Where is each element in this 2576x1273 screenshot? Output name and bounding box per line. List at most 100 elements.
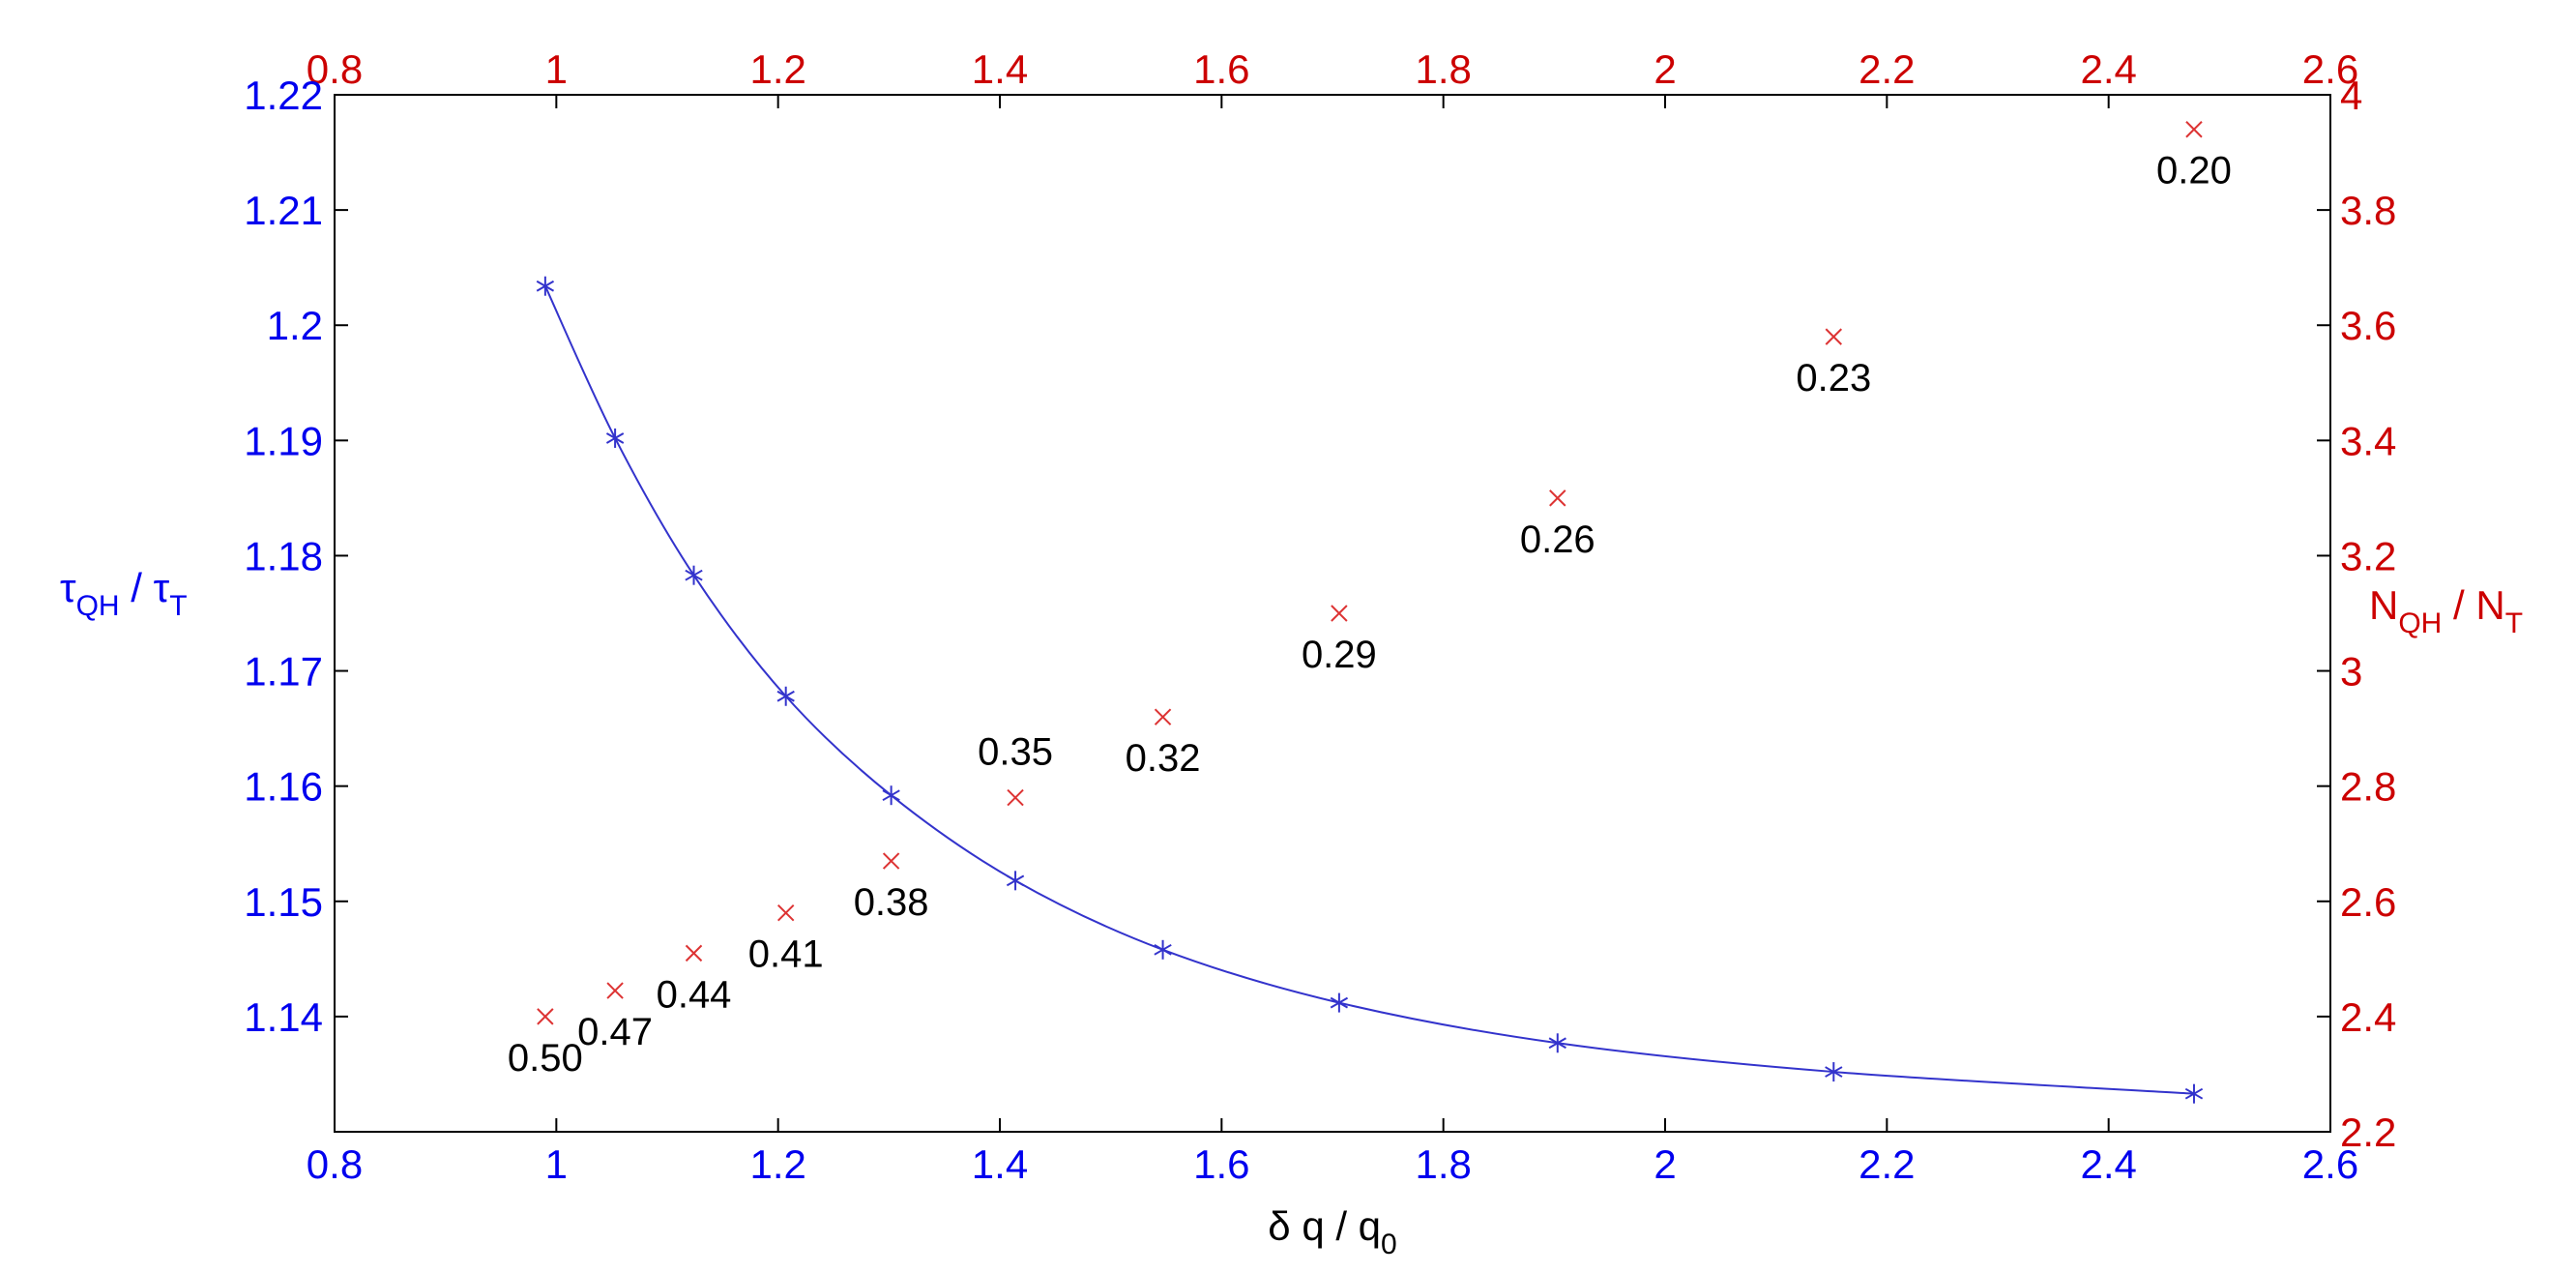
series-1-point [1549,489,1566,507]
x-tick-label: 0.8 [307,1141,363,1187]
top-x-tick-label: 2 [1654,46,1676,92]
right-y-tick-label: 3.6 [2340,303,2396,348]
x-marker-stroke [1825,328,1843,345]
x-marker-stroke [685,944,703,962]
top-x-tick-label: 2.6 [2302,46,2358,92]
point-annotation-label: 0.26 [1520,518,1595,561]
right-y-tick-label: 3 [2340,649,2362,695]
asterisk-stroke [1006,874,1025,887]
series-0-line [543,285,2195,1095]
x-axis-label: δ q / q0 [1268,1203,1396,1260]
series-1-point [1007,788,1024,807]
series-0-point [1825,1062,1843,1082]
x-marker-stroke [606,982,624,999]
series-1-point [1825,328,1843,345]
x-marker-stroke [882,852,900,870]
point-annotation-label: 0.32 [1126,737,1201,780]
right-y-tick-label: 2.6 [2340,879,2396,925]
top-x-tick-label: 1.6 [1193,46,1249,92]
right-y-tick-label: 2.4 [2340,994,2396,1040]
point-annotation-label: 0.20 [2156,150,2232,192]
x-tick-label: 1 [545,1141,568,1187]
asterisk-stroke [536,280,555,292]
right-y-tick-label: 3.8 [2340,188,2396,233]
asterisk-stroke [605,432,625,444]
x-axis-label-subscript: 0 [1381,1229,1397,1260]
series-1-point [1154,708,1172,725]
right-y-tick-label: 2.8 [2340,764,2396,810]
x-marker-stroke [1154,708,1172,725]
left-y-axis-label-sub1: QH [76,590,120,622]
left-y-tick-label: 1.22 [244,73,323,118]
x-tick-label: 2.4 [2080,1141,2136,1187]
series-0-point [882,785,900,806]
series-1-point [537,1008,554,1025]
series-0-point [1330,992,1349,1013]
x-marker-stroke [1007,788,1024,807]
right-y-axis-label-mid: / N [2442,582,2504,628]
right-y-axis-label-sub2: T [2505,607,2523,639]
x-tick-label: 2 [1654,1141,1676,1187]
x-marker-stroke [537,1008,554,1025]
top-x-tick-label: 1.4 [972,46,1028,92]
right-y-tick-label: 3.4 [2340,418,2396,463]
x-tick-label: 2.2 [1859,1141,1915,1187]
top-x-tick-label: 1 [545,46,568,92]
top-x-tick-label: 0.8 [307,46,363,92]
series-1-point [2185,121,2203,138]
series-0-point [685,565,703,585]
x-marker-stroke [776,903,795,922]
series-1-point [776,903,795,922]
point-annotation-label: 0.38 [854,881,929,924]
series-0-point [2184,1083,2204,1104]
x-tick-label: 1.2 [749,1141,805,1187]
left-y-axis-label: τQH / τT [60,565,188,622]
point-annotation-label: 0.29 [1302,634,1377,676]
asterisk-stroke [882,789,900,802]
series-0-point [605,428,625,448]
asterisk-stroke [1154,943,1172,956]
point-annotation-label: 0.44 [657,973,732,1016]
point-annotation-label: 0.47 [577,1011,653,1053]
asterisk-stroke [2184,1087,2204,1100]
left-y-tick-label: 1.14 [244,994,323,1040]
top-x-axis: 0.8 1 1.2 1.4 1.6 1.8 2 2.2 2.4 2.6 [307,46,2358,108]
series-1-point [1331,605,1348,622]
point-annotation-label: 0.41 [748,933,824,976]
x-marker-stroke [2185,121,2203,138]
right-y-axis-label: NQH / NT [2369,582,2523,639]
left-y-axis-label-mid: / τ [120,565,170,610]
left-y-axis: 1.14 1.15 1.16 1.17 1.18 1.19 1.2 1.21 1.22 [244,73,348,1040]
left-y-tick-label: 1.21 [244,188,323,233]
x-marker-stroke [1331,605,1348,622]
right-y-axis-label-main: N [2369,582,2398,628]
point-annotation-label: 0.23 [1796,357,1871,400]
series-1-point [685,944,703,962]
right-y-axis: 2.2 2.4 2.6 2.8 3 3.2 3.4 3.6 3.8 4 [2317,73,2396,1155]
left-y-tick-label: 1.18 [244,533,323,578]
series-1-point [882,852,900,870]
x-axis-label-main: δ q / q [1268,1203,1381,1249]
asterisk-stroke [1548,1037,1566,1050]
left-y-axis-label-sub2: T [169,590,187,622]
right-y-tick-label: 2.2 [2340,1110,2396,1155]
bottom-x-axis: 0.8 1 1.2 1.4 1.6 1.8 2 2.2 2.4 2.6 [307,1118,2358,1187]
top-x-tick-label: 1.8 [1415,46,1471,92]
x-tick-label: 1.4 [972,1141,1028,1187]
top-x-tick-label: 2.2 [1859,46,1915,92]
asterisk-stroke [1825,1066,1843,1078]
left-y-axis-label-main: τ [60,565,76,610]
left-y-tick-label: 1.15 [244,879,323,925]
series-0-point [1548,1033,1566,1053]
right-y-tick-label: 3.2 [2340,533,2396,578]
series-0-point [776,686,795,706]
asterisk-stroke [685,569,703,581]
series-layer [536,121,2204,1104]
left-y-tick-label: 1.16 [244,764,323,810]
plot-area [334,94,2331,1133]
left-y-tick-label: 1.19 [244,418,323,463]
series-0-point [1154,939,1172,960]
asterisk-stroke [776,690,795,702]
right-y-tick-label: 4 [2340,73,2362,118]
